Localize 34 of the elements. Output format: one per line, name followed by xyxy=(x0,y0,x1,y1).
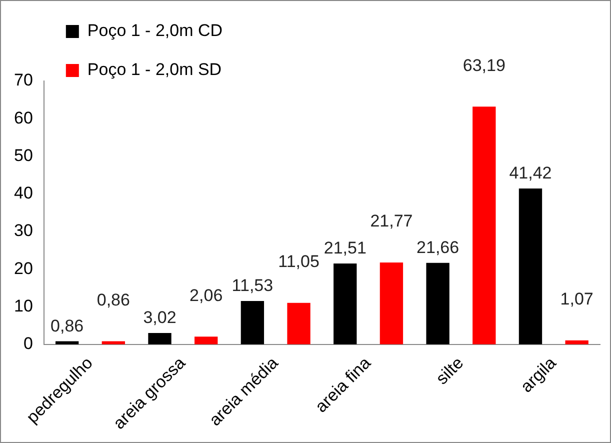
data-label: 0,86 xyxy=(96,290,130,310)
y-tick-label: 20 xyxy=(14,258,33,278)
bar xyxy=(102,341,126,344)
data-label: 1,07 xyxy=(560,290,594,309)
bar xyxy=(426,262,450,344)
y-tick-label: 30 xyxy=(14,221,33,240)
y-tick-label: 70 xyxy=(14,70,33,90)
data-label: 21,51 xyxy=(324,238,366,258)
data-label: 11,53 xyxy=(232,276,274,296)
y-tick-label: 40 xyxy=(14,184,33,203)
bar xyxy=(148,333,172,344)
bar xyxy=(518,188,542,344)
bar xyxy=(472,106,496,344)
bar xyxy=(334,263,357,344)
bar xyxy=(194,336,218,344)
legend-label: Poço 1 - 2,0m CD xyxy=(87,21,223,40)
bar xyxy=(55,341,79,344)
bar xyxy=(380,262,404,344)
data-label: 21,77 xyxy=(370,212,413,231)
data-label: 2,06 xyxy=(190,286,223,305)
data-label: 0,86 xyxy=(50,316,84,336)
data-label: 41,42 xyxy=(509,164,552,183)
x-tick-label: silte xyxy=(432,353,468,388)
data-label: 63,19 xyxy=(462,56,506,75)
y-tick-label: 10 xyxy=(14,296,33,316)
y-tick-label: 60 xyxy=(14,108,33,128)
y-tick-label: 0 xyxy=(23,334,33,354)
y-tick-label: 50 xyxy=(14,146,33,165)
bar xyxy=(240,301,264,344)
data-label: 3,02 xyxy=(143,308,176,328)
bar xyxy=(287,302,310,344)
data-label: 21,66 xyxy=(416,238,460,258)
legend-label: Poço 1 - 2,0m SD xyxy=(87,60,222,80)
data-label: 11,05 xyxy=(278,252,320,272)
